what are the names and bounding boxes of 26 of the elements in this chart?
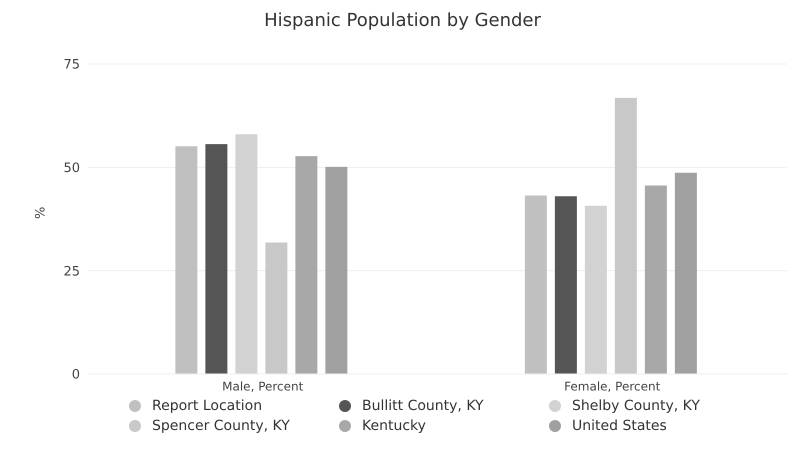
- bar: [265, 242, 288, 374]
- legend-label: Kentucky: [362, 418, 426, 434]
- legend-label: United States: [572, 418, 667, 434]
- x-tick-label: Female, Percent: [564, 380, 661, 394]
- bar: [235, 134, 258, 374]
- legend-label: Bullitt County, KY: [362, 398, 484, 414]
- legend-label: Spencer County, KY: [152, 418, 290, 434]
- bar: [175, 146, 198, 374]
- y-axis-title: %: [34, 206, 49, 219]
- bar: [584, 206, 607, 374]
- bar: [554, 196, 577, 374]
- legend-label: Shelby County, KY: [572, 398, 700, 414]
- bar: [295, 156, 318, 374]
- y-tick-label: 25: [63, 264, 80, 280]
- chart-title: Hispanic Population by Gender: [263, 10, 542, 33]
- bar: [614, 98, 637, 374]
- bar: [674, 172, 697, 374]
- x-tick-label: Male, Percent: [222, 380, 304, 394]
- legend-label: Report Location: [152, 398, 262, 414]
- y-tick-label: 0: [72, 368, 80, 383]
- y-tick-label: 50: [63, 160, 80, 176]
- y-tick-label: 75: [63, 58, 80, 73]
- bar: [205, 144, 228, 374]
- bar: [644, 186, 667, 374]
- bar: [325, 166, 348, 374]
- bar: [524, 195, 547, 374]
